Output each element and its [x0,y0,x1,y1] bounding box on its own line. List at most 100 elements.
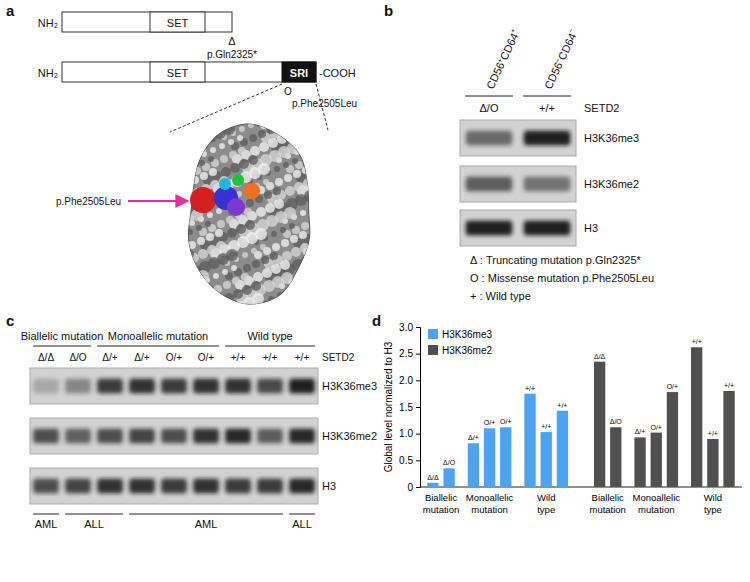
surface-texture [155,112,342,313]
surface-texture-dot [232,277,240,285]
surface-texture-dot [321,137,327,143]
genotype-label: Δ/+ [102,352,117,363]
surface-texture-dot [299,299,309,309]
surface-texture-dot [178,266,188,276]
surface-texture-dot [207,245,217,255]
surface-texture-dot [205,221,211,227]
blot-c-band [161,379,187,393]
surface-texture-dot [263,179,269,185]
panel-letter: d [372,312,381,329]
surface-texture-dot [269,117,277,125]
blot-c-band [161,429,187,443]
group-label: Biallelic mutation [21,330,104,342]
blot-b-membrane [460,166,576,202]
surface-texture-dot [158,160,170,172]
panel-letter: b [384,2,393,19]
surface-texture-dot [221,167,231,177]
y-tick-mark [416,354,420,355]
surface-texture-dot [207,212,213,218]
surface-texture-dot [281,239,289,247]
surface-texture-dot [187,229,193,235]
surface-texture-dot [245,220,255,230]
surface-texture-dot [210,147,216,153]
surface-texture-dot [327,198,333,204]
surface-texture-dot [224,293,234,303]
surface-texture-dot [313,153,321,161]
surface-texture-dot [296,296,304,304]
genotype-label: O/+ [500,418,511,425]
surface-texture-dot [314,132,320,138]
surface-texture-dot [326,287,336,297]
surface-texture-dot [161,286,173,298]
surface-texture-dot [209,168,217,176]
surface-texture-dot [248,155,258,165]
surface-texture-dot [289,291,297,299]
residue-patch [244,183,260,199]
y-tick: 0.5 [399,455,420,466]
blot-b-membrane [460,210,576,246]
surface-texture-dot [311,230,321,240]
y-tick-label: 1.5 [399,402,413,413]
surface-texture-dot [309,116,321,128]
sri-domain [282,62,316,82]
genotype-label: +/+ [525,385,535,392]
y-tick-label: 1.0 [399,428,413,439]
surface-texture-dot [241,273,249,281]
surface-texture-dot [261,256,269,264]
surface-texture-dot [180,257,190,267]
blot-c-band [257,479,283,493]
row-label: H3K36me2 [584,178,639,190]
legend-label: H3K36me2 [442,345,492,356]
legend: H3K36me3H3K36me2 [428,329,492,356]
genotype-label: Δ/Δ [594,353,606,360]
surface-texture-dot [193,290,199,296]
surface-texture-dot [192,155,198,161]
surface-texture-dot [161,218,171,228]
surface-texture-dot [312,141,318,147]
surface-texture-dot [305,136,311,142]
blot-c-band [33,479,59,493]
y-axis-title: Global level normalized to H3 [383,341,394,472]
surface-texture-dot [266,305,272,311]
surface-texture-dot [173,217,185,229]
surface-texture-dot [200,172,208,180]
surface-texture-dot [195,281,201,287]
disease-line [33,514,59,515]
surface-texture-dot [163,176,169,182]
y-tick-mark [416,407,420,408]
surface-texture-dot [199,160,205,166]
surface-texture-dot [277,134,287,144]
surface-texture-dot [198,249,208,259]
genotype-label: +/+ [295,352,310,363]
figure: aNH₂SETΔp.Gln2325*NH₂SETSRI-COOHOp.Phe25… [0,0,750,582]
panel-c: cBiallelic mutationMonoallelic mutationW… [6,312,377,530]
surface-texture-dot [298,129,310,141]
surface-texture-dot [239,126,245,132]
surface-texture-dot [306,113,316,123]
surface-texture-dot [167,246,173,252]
surface-texture-dot [259,142,269,152]
genotype-label: +/+ [231,352,246,363]
surface-texture-dot [244,208,252,216]
mutation-symbol: Δ [228,35,236,47]
blot-c-membrane [30,418,318,454]
surface-texture-dot [183,124,191,132]
bar [707,439,718,487]
surface-texture-dot [233,289,243,299]
surface-texture-dot [318,270,326,278]
surface-texture-dot [315,267,321,273]
surface-texture-dot [316,279,324,287]
surface-texture-dot [216,118,228,130]
row-label: H3 [584,222,598,234]
surface-texture-dot [300,120,312,132]
surface-texture-dot [326,164,338,176]
surface-texture-dot [307,283,315,291]
surface-texture-dot [197,237,205,245]
surface-texture-dot [267,126,275,134]
surface-texture-dot [178,233,184,239]
surface-texture-dot [308,295,318,305]
key-text: Δ : Truncating mutation p.Gln2325* [470,254,642,266]
bar [500,427,511,487]
surface-texture-dot [304,157,312,165]
surface-texture-dot [176,242,182,248]
